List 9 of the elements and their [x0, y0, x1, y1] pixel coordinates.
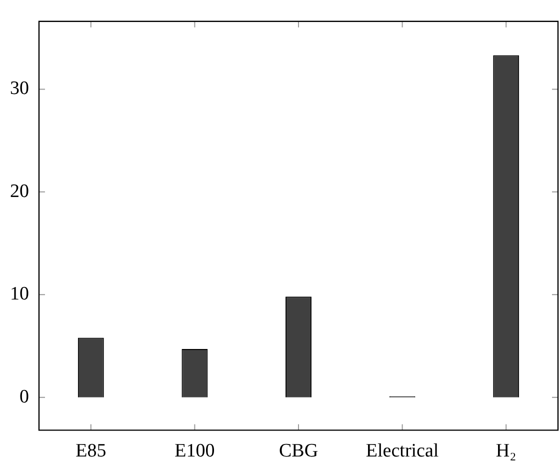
y-tick-label: 10: [10, 284, 29, 305]
x-tick-label: E100: [174, 440, 215, 462]
x-tick-label: E85: [76, 440, 106, 462]
x-tick-label: Electrical: [366, 440, 439, 462]
x-tick-label: CBG: [278, 440, 318, 462]
y-tick-label: 30: [10, 78, 29, 100]
y-tick-label: 0: [20, 386, 29, 408]
y-tick-label: 20: [10, 180, 29, 202]
x-tick-label: H₂: [496, 440, 516, 462]
